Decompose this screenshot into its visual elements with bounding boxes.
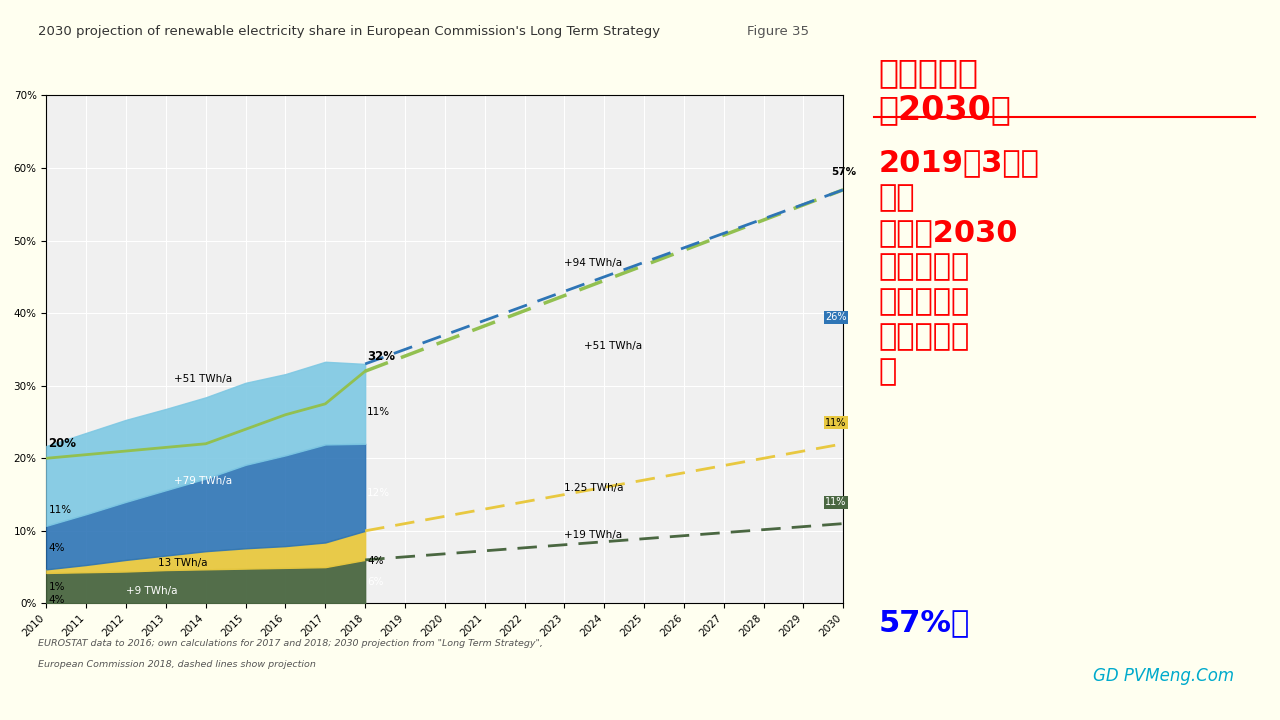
Text: Figure 35: Figure 35 bbox=[746, 24, 809, 38]
Text: EUROSTAT data to 2016; own calculations for 2017 and 2018; 2030 projection from : EUROSTAT data to 2016; own calculations … bbox=[38, 639, 543, 648]
Text: GD PVMeng.Com: GD PVMeng.Com bbox=[1093, 667, 1234, 685]
Text: 2019年3月发
布：
欧洲到2030
年可再生能
源发电量占
总电力需求
的: 2019年3月发 布： 欧洲到2030 年可再生能 源发电量占 总电力需求 的 bbox=[878, 148, 1039, 386]
Text: European Commission 2018, dashed lines show projection: European Commission 2018, dashed lines s… bbox=[38, 660, 316, 669]
Text: 57%。: 57%。 bbox=[878, 608, 970, 636]
Text: 2030 projection of renewable electricity share in European Commission's Long Ter: 2030 projection of renewable electricity… bbox=[38, 24, 660, 38]
Text: 欧洲能源转
型2030，: 欧洲能源转 型2030， bbox=[878, 57, 1011, 127]
